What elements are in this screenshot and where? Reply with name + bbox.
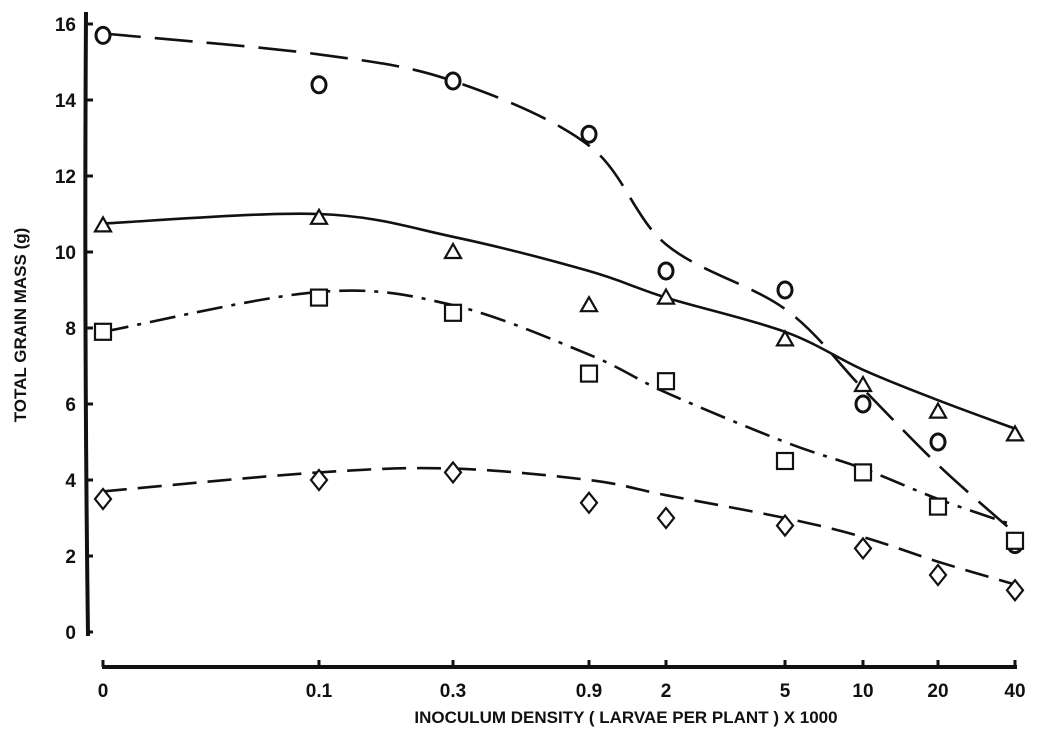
- marker-circle: [94, 25, 112, 45]
- fit-curve-triangle: [102, 212, 1016, 430]
- marker-circle: [310, 75, 328, 95]
- marker-square: [656, 372, 676, 391]
- y-tick-label: 0: [65, 623, 76, 644]
- marker-diamond: [579, 491, 599, 515]
- marker-triangle: [309, 207, 329, 225]
- x-tick-label: 5: [780, 681, 791, 702]
- marker-diamond: [93, 487, 113, 511]
- marker-square: [93, 322, 113, 341]
- fit-curves: [102, 32, 1016, 586]
- marker-circle: [657, 261, 675, 281]
- marker-triangle: [1005, 424, 1025, 442]
- marker-triangle: [579, 294, 599, 313]
- y-axis-label: TOTAL GRAIN MASS (g): [11, 228, 30, 423]
- x-tick-label: 10: [852, 681, 873, 702]
- y-tick-label: 16: [55, 15, 76, 36]
- data-markers: [93, 25, 1025, 602]
- y-tick-label: 4: [65, 471, 76, 492]
- marker-circle: [854, 394, 872, 414]
- x-tick-label: 0.9: [576, 681, 602, 702]
- marker-triangle: [853, 374, 873, 393]
- y-tick-label: 12: [55, 167, 76, 188]
- marker-square: [1005, 531, 1025, 550]
- marker-triangle: [928, 401, 948, 419]
- marker-diamond: [775, 513, 795, 538]
- fit-curve-circle: [102, 32, 1016, 535]
- axes: [83, 11, 1017, 669]
- marker-triangle: [656, 287, 676, 305]
- marker-diamond: [928, 563, 948, 587]
- x-tick-label: 20: [927, 681, 948, 702]
- marker-diamond: [309, 468, 329, 492]
- fit-curve-square: [102, 289, 1016, 527]
- marker-circle: [776, 280, 794, 300]
- marker-diamond: [443, 460, 463, 485]
- marker-triangle: [443, 241, 463, 260]
- x-tick-label: 0.1: [306, 681, 333, 702]
- marker-diamond: [1005, 578, 1025, 602]
- marker-circle: [580, 124, 598, 144]
- x-axis-label: INOCULUM DENSITY ( LARVAE PER PLANT ) X …: [414, 708, 837, 727]
- fit-curve-diamond: [102, 466, 1016, 586]
- marker-circle: [444, 71, 462, 91]
- y-axis-line: [83, 11, 90, 637]
- y-tick-label: 2: [65, 547, 76, 568]
- marker-square: [443, 303, 463, 322]
- y-tick-label: 14: [55, 91, 77, 112]
- x-tick-label: 40: [1004, 681, 1025, 702]
- marker-triangle: [775, 329, 795, 347]
- marker-diamond: [656, 506, 676, 530]
- marker-square: [579, 364, 599, 383]
- marker-triangle: [93, 215, 113, 233]
- marker-square: [853, 463, 873, 482]
- marker-square: [309, 288, 329, 307]
- x-tick-label: 0: [98, 681, 109, 702]
- y-tick-label: 6: [65, 395, 76, 416]
- tick-labels: 0 2 4 6 8 10 12 14 16 0 0.1 0.3 0.9 2 5 10 20 40: [55, 15, 1026, 702]
- marker-circle: [929, 432, 947, 452]
- marker-square: [928, 497, 948, 516]
- y-tick-label: 10: [55, 243, 76, 264]
- marker-diamond: [853, 536, 873, 561]
- y-tick-label: 8: [65, 319, 76, 340]
- x-tick-label: 2: [661, 681, 672, 702]
- x-tick-label: 0.3: [440, 681, 466, 702]
- marker-square: [775, 451, 795, 471]
